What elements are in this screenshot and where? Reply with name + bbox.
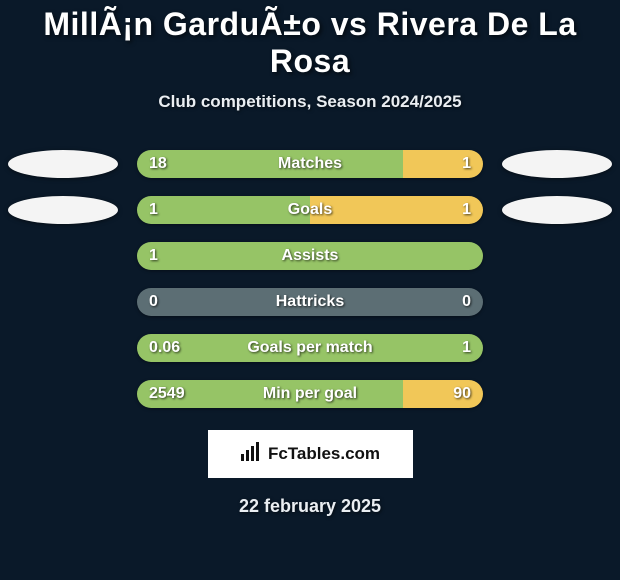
stat-right-value: 1: [462, 201, 471, 219]
stat-bar: 11Goals: [137, 196, 483, 224]
stat-left-value: 0.06: [149, 339, 180, 357]
stat-left-value: 0: [149, 293, 158, 311]
player-left-placeholder: [8, 150, 118, 178]
chart-icon: [240, 442, 262, 466]
stat-bar: 254990Min per goal: [137, 380, 483, 408]
stat-rows: 181Matches11Goals1Assists00Hattricks0.06…: [0, 150, 620, 408]
stat-bar: 0.061Goals per match: [137, 334, 483, 362]
player-right-placeholder: [502, 196, 612, 224]
stat-right-value: 90: [453, 385, 471, 403]
stat-bar: 181Matches: [137, 150, 483, 178]
page-title: MillÃ¡n GarduÃ±o vs Rivera De La Rosa: [0, 6, 620, 80]
stat-left-value: 2549: [149, 385, 185, 403]
stat-right-value: 1: [462, 155, 471, 173]
stat-right-value: 0: [462, 293, 471, 311]
stat-bar: 1Assists: [137, 242, 483, 270]
brand-logo: FcTables.com: [208, 430, 413, 478]
stat-row: 1Assists: [0, 242, 620, 270]
comparison-panel: MillÃ¡n GarduÃ±o vs Rivera De La Rosa Cl…: [0, 0, 620, 580]
date-text: 22 february 2025: [0, 496, 620, 517]
stat-row: 181Matches: [0, 150, 620, 178]
bar-left-fill: [137, 150, 403, 178]
stat-row: 254990Min per goal: [0, 380, 620, 408]
brand-text: FcTables.com: [268, 444, 380, 464]
stat-row: 11Goals: [0, 196, 620, 224]
stat-bar: 00Hattricks: [137, 288, 483, 316]
bar-left-fill: [137, 196, 310, 224]
player-right-placeholder: [502, 150, 612, 178]
bar-left-fill: [137, 288, 483, 316]
player-left-placeholder: [8, 196, 118, 224]
subtitle: Club competitions, Season 2024/2025: [0, 92, 620, 112]
stat-row: 0.061Goals per match: [0, 334, 620, 362]
stat-left-value: 1: [149, 201, 158, 219]
stat-left-value: 1: [149, 247, 158, 265]
stat-left-value: 18: [149, 155, 167, 173]
bar-left-fill: [137, 242, 483, 270]
stat-right-value: 1: [462, 339, 471, 357]
bar-left-fill: [137, 334, 483, 362]
bar-right-fill: [310, 196, 483, 224]
stat-row: 00Hattricks: [0, 288, 620, 316]
